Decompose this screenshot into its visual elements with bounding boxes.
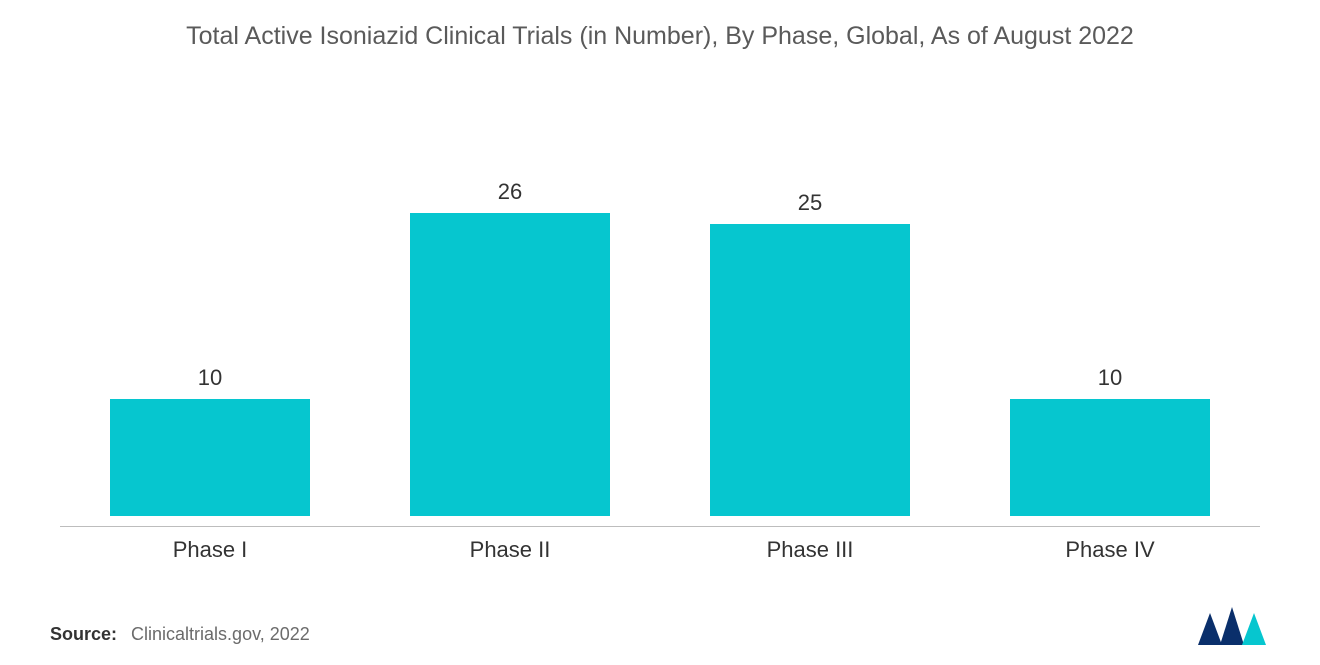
source-line: Source: Clinicaltrials.gov, 2022 (50, 624, 310, 645)
x-axis-label: Phase IV (960, 537, 1260, 563)
bar (110, 399, 310, 516)
bar (710, 224, 910, 516)
bar (410, 213, 610, 516)
bar-value-label: 10 (1098, 365, 1122, 391)
bar-value-label: 26 (498, 179, 522, 205)
chart-footer: Source: Clinicaltrials.gov, 2022 (0, 603, 1320, 665)
chart-container: Total Active Isoniazid Clinical Trials (… (0, 0, 1320, 665)
chart-plot-area: 10 26 25 10 (60, 111, 1260, 516)
source-label: Source: (50, 624, 117, 645)
chart-title: Total Active Isoniazid Clinical Trials (… (0, 0, 1320, 61)
source-text: Clinicaltrials.gov, 2022 (131, 624, 310, 645)
bar (1010, 399, 1210, 516)
bar-group: 10 (60, 365, 360, 516)
x-axis-label: Phase II (360, 537, 660, 563)
bar-group: 25 (660, 190, 960, 516)
bar-group: 10 (960, 365, 1260, 516)
brand-logo-icon (1198, 603, 1270, 645)
bar-group: 26 (360, 179, 660, 516)
chart-x-axis: Phase IPhase IIPhase IIIPhase IV (60, 526, 1260, 603)
bar-value-label: 10 (198, 365, 222, 391)
bar-value-label: 25 (798, 190, 822, 216)
x-axis-label: Phase III (660, 537, 960, 563)
x-axis-label: Phase I (60, 537, 360, 563)
